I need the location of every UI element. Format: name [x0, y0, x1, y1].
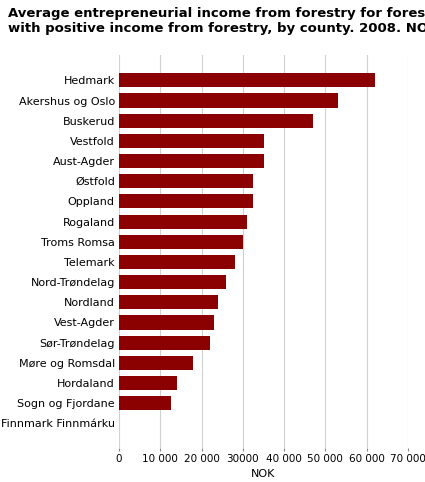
Bar [119, 376, 177, 390]
Bar [119, 174, 253, 188]
Text: Average entrepreneurial income from forestry for forest owners
with positive inc: Average entrepreneurial income from fore… [8, 7, 425, 35]
Bar [119, 295, 218, 309]
Bar [119, 134, 264, 148]
Bar [119, 275, 227, 289]
Bar [119, 356, 193, 370]
Bar [119, 235, 243, 249]
X-axis label: NOK: NOK [251, 469, 276, 480]
Bar [119, 154, 264, 168]
Bar [119, 214, 247, 228]
Bar [119, 194, 253, 209]
Bar [119, 73, 375, 87]
Bar [119, 335, 210, 350]
Bar [119, 255, 235, 269]
Bar [119, 396, 170, 410]
Bar [119, 315, 214, 330]
Bar [119, 114, 313, 128]
Bar [119, 94, 338, 107]
